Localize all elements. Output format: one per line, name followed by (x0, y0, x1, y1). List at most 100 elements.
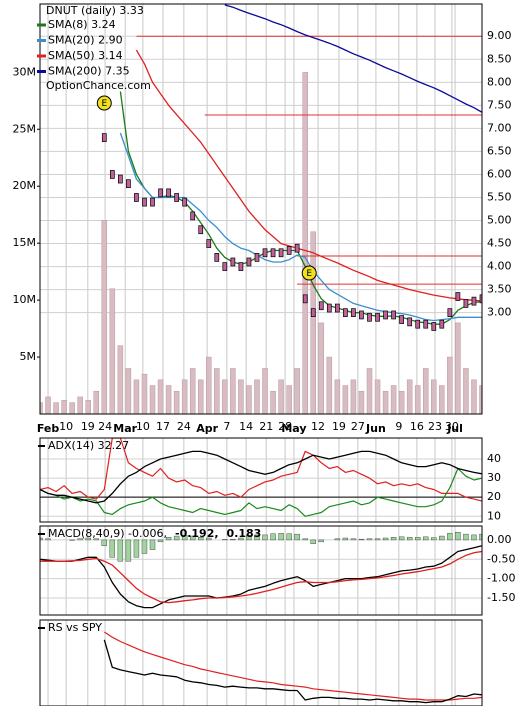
panel-frame (39, 3, 483, 415)
panel-frame (39, 619, 483, 706)
y2-tick-label: 15M (13, 236, 37, 249)
histogram-bar (479, 533, 482, 541)
histogram-bar (366, 538, 373, 541)
candle (134, 193, 139, 202)
y-tick-label: 40 (487, 452, 501, 465)
x-tick-label: 19 (332, 420, 346, 433)
volume-bar (374, 379, 381, 414)
candle (190, 211, 196, 221)
candle (270, 248, 276, 258)
y-tick-label: -0.50 (487, 552, 515, 565)
x-tick-label: Mar (113, 422, 137, 435)
volume-bar (318, 322, 325, 414)
histogram-bar (406, 537, 413, 541)
candle (150, 197, 155, 207)
indicator-line (40, 438, 482, 502)
panel (40, 438, 482, 522)
histogram-bar (471, 534, 477, 541)
y-tick-label: 9.00 (487, 29, 512, 42)
volume-bar (286, 385, 292, 414)
candle (375, 312, 380, 322)
histogram-bar (382, 537, 389, 541)
candle (101, 133, 107, 142)
x-tick-label: May (281, 422, 306, 435)
volume-bar (69, 402, 75, 414)
candle (302, 294, 308, 304)
y2-tick-label: 20M (13, 179, 37, 192)
volume-bar (390, 385, 397, 414)
candle (126, 179, 131, 189)
x-tick-label: 16 (410, 420, 424, 433)
volume-bar (117, 345, 124, 414)
histogram-bar (157, 539, 164, 543)
histogram-bar (342, 537, 349, 541)
histogram-bar (350, 538, 357, 541)
candle (351, 308, 356, 318)
x-tick-label: 19 (81, 420, 95, 433)
volume-bar (157, 379, 164, 414)
legend-label: -0.192, (175, 527, 219, 540)
y-tick-label: -1.00 (487, 572, 515, 585)
x-tick-label: 9 (395, 420, 402, 433)
volume-bar (294, 368, 300, 414)
event-marker-label: E (306, 269, 312, 279)
panel (40, 526, 482, 615)
volume-bar (238, 379, 244, 414)
candle (246, 257, 252, 267)
series-line (135, 49, 482, 302)
histogram-bar (165, 537, 172, 541)
x-tick-label: 23 (428, 420, 442, 433)
series-line (103, 639, 482, 704)
volume-bar (101, 220, 108, 414)
histogram-bar (302, 538, 308, 541)
y2-tick-label: 10M (13, 293, 37, 306)
volume-bar (262, 368, 268, 414)
candle (415, 319, 421, 329)
candle (254, 253, 260, 262)
volume-bar (45, 396, 51, 414)
candle (310, 308, 316, 318)
candle (182, 197, 188, 207)
histogram-bar (431, 537, 437, 541)
volume-bar (455, 322, 461, 414)
candle (286, 246, 292, 255)
candle (471, 296, 477, 306)
x-tick-label: Feb (37, 422, 60, 435)
candle (278, 248, 284, 258)
histogram-bar (463, 533, 469, 541)
legend-label: ADX(14) 32.27 (48, 439, 129, 452)
panel-frame (39, 525, 483, 616)
volume-bar (85, 400, 91, 414)
candle (142, 197, 147, 207)
candle (206, 239, 212, 248)
histogram-bar (45, 538, 51, 541)
histogram-bar (198, 537, 204, 541)
volume-bar (439, 385, 445, 414)
volume-bar (254, 379, 260, 414)
volume-bar (366, 368, 373, 414)
candle (399, 315, 404, 324)
candle (262, 248, 268, 258)
histogram-bar (398, 536, 405, 541)
candle (359, 310, 364, 320)
histogram-bar (254, 534, 260, 541)
volume-bar (334, 379, 341, 414)
legend-label: SMA(200) 7.35 (48, 65, 130, 78)
histogram-bar (246, 535, 252, 541)
x-tick-label: 14 (239, 420, 253, 433)
candle (198, 225, 204, 235)
volume-bar (189, 368, 196, 414)
y-tick-label: -1.50 (487, 591, 515, 604)
volume-bar (406, 379, 413, 414)
volume-bar (149, 385, 156, 414)
y-tick-label: 8.50 (487, 52, 512, 65)
candle (423, 319, 429, 329)
volume-bar (382, 390, 389, 414)
volume-bar (133, 379, 140, 414)
histogram-bar (310, 539, 316, 544)
volume-bar (125, 368, 132, 414)
volume-bar (230, 368, 236, 414)
histogram-bar (181, 535, 188, 541)
x-tick-label: Apr (196, 422, 218, 435)
